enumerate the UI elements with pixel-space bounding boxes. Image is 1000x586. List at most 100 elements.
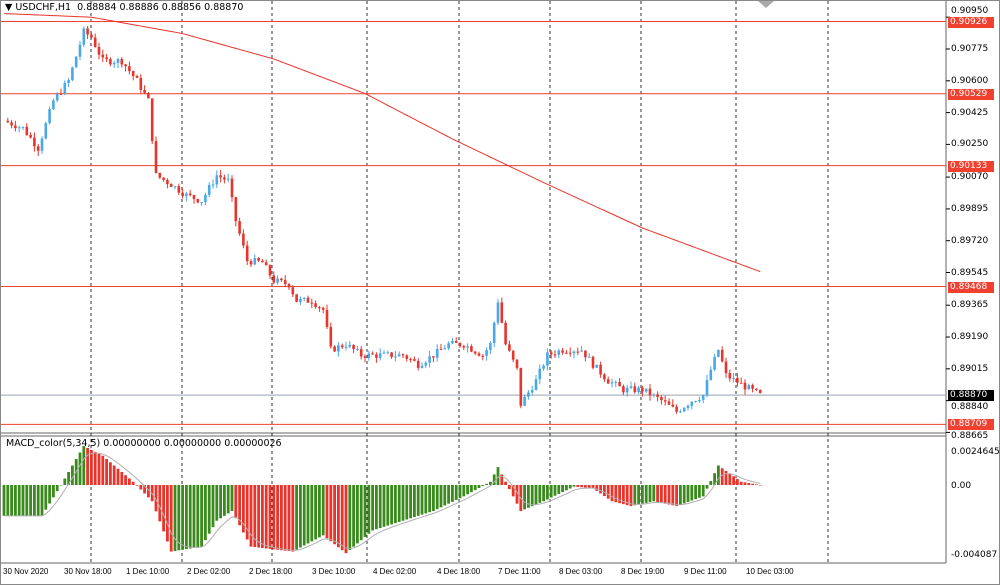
candle-body [553,354,557,356]
candle-body [40,138,44,151]
macd-histogram-bar [736,479,739,485]
macd-histogram-bar [386,485,390,526]
candle-body [565,352,568,354]
macd-histogram-bar [504,481,507,485]
candle-body [48,109,51,124]
collapse-triangle-icon[interactable]: ▼ [5,2,13,13]
candle-body [14,125,17,129]
macd-histogram-bar [610,485,614,502]
candle-body [424,362,428,366]
candle-body [188,193,192,196]
candle-body [644,388,648,392]
macd-histogram-bar [580,485,583,488]
candle-body [196,199,200,203]
macd-histogram-bar [352,485,355,547]
macd-histogram-bar [314,485,317,540]
candle-body [606,379,610,384]
time-tick-label: 9 Dec 11:00 [684,567,727,576]
macd-histogram-bar [561,485,564,493]
candle-body [656,394,659,397]
macd-histogram-bar [686,485,690,502]
macd-value-3: 0.00000026 [224,438,282,449]
candle-body [549,352,553,355]
price-level-tag: 0.88709 [948,419,994,431]
candle-body [52,100,55,110]
macd-histogram-bar [367,485,371,534]
candle-body [378,353,382,358]
candle-body [257,258,260,261]
macd-histogram-bar [432,485,435,511]
candle-body [74,56,78,68]
macd-histogram-bar [40,485,44,516]
symbol-label: USDCHF,H1 [15,2,72,13]
macd-histogram-bar [420,485,424,515]
candle-body [409,358,412,360]
price-tick-label: 0.89365 [951,300,989,311]
price-tick-label: 0.90775 [951,44,989,54]
macd-histogram-bar [356,485,359,544]
macd-histogram-bar [14,485,17,516]
candle-body [713,356,716,370]
candle-body [306,297,310,303]
candle-body [207,185,211,195]
candle-body [519,367,523,406]
candle-body [470,346,473,352]
candle-body [432,356,435,358]
candle-body [652,394,656,396]
macd-histogram-bar [401,485,405,521]
macd-histogram-bar [428,485,431,513]
macd-histogram-bar [261,485,264,549]
macd-histogram-bar [565,485,568,491]
candle-body [557,350,561,355]
macd-histogram-bar [485,483,488,485]
candle-body [473,351,477,354]
time-tick-label: 8 Dec 03:00 [559,567,603,576]
macd-histogram-bar [405,485,409,520]
macd-histogram-bar [90,449,93,485]
candle-body [359,349,363,357]
candle-body [177,186,181,193]
macd-histogram-bar [215,485,219,521]
macd-histogram-bar [755,484,758,485]
macd-histogram-bar [283,485,287,551]
macd-histogram-bar [568,485,572,489]
candle-body [302,297,306,299]
macd-histogram-bar [143,485,146,494]
macd-histogram-bar [435,485,439,510]
candle-body [701,395,705,400]
macd-histogram-bar [219,485,222,519]
candle-body [758,389,762,393]
macd-histogram-bar [340,485,344,551]
time-tick-label: 4 Dec 18:00 [437,567,481,576]
macd-histogram-bar [747,483,751,485]
macd-histogram-bar [21,485,25,516]
macd-histogram-bar [557,485,561,494]
macd-histogram-bar [698,485,701,498]
candle-body [55,93,59,101]
close-value: 0.88870 [204,2,244,13]
macd-histogram-bar [192,485,196,548]
macd-histogram-bar [663,485,667,504]
candle-body [489,343,492,351]
macd-histogram-bar [348,485,352,550]
macd-histogram-bar [378,485,382,529]
candle-body [397,354,401,357]
candle-body [614,381,618,383]
macd-histogram-bar [481,485,485,486]
candle-body [321,307,325,310]
candle-body [603,374,606,380]
macd-histogram-bar [614,485,618,503]
macd-histogram-bar [606,485,610,499]
candle-body [264,262,268,266]
macd-histogram-bar [302,485,306,546]
price-tick-label: 0.89015 [951,363,989,374]
candle-body [648,388,652,396]
macd-histogram-bar [492,474,496,485]
macd-histogram-bar [264,485,268,549]
candle-body [382,352,386,354]
candle-body [641,387,644,392]
macd-histogram-bar [701,485,705,497]
macd-histogram-bar [82,446,86,485]
